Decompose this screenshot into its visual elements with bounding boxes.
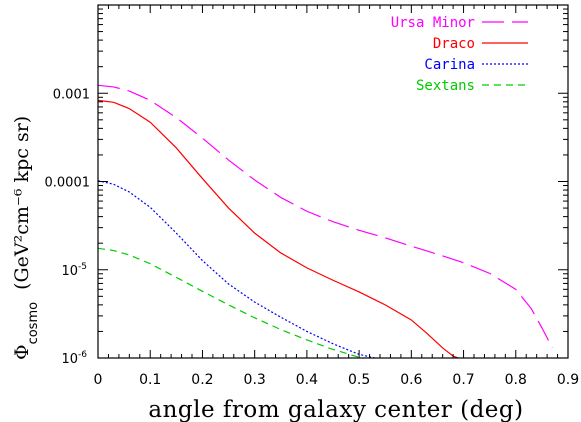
ticks-layer xyxy=(97,5,569,359)
legend: Ursa Minor Draco Carina Sextans xyxy=(391,15,528,94)
x-tick-label: 0.7 xyxy=(452,372,474,388)
series-layer xyxy=(98,84,553,358)
x-tick-label: 0.4 xyxy=(296,372,318,388)
x-tick-label: 0.9 xyxy=(557,372,579,388)
y-axis-symbol: Φ xyxy=(11,344,33,360)
x-tick-label: 0 xyxy=(94,372,103,388)
y-axis-units: (GeV²cm⁻⁶ kpc sr) xyxy=(11,116,33,290)
legend-label: Ursa Minor xyxy=(391,15,475,31)
x-tick-label: 0.8 xyxy=(505,372,527,388)
y-tick-label: 10 xyxy=(61,264,78,279)
series-line-ursa-minor xyxy=(98,84,553,349)
y-tick-exponent: -6 xyxy=(78,350,87,360)
legend-label: Carina xyxy=(424,57,475,73)
plot-frame xyxy=(97,4,569,359)
x-tick-label: 0.6 xyxy=(400,372,422,388)
series-line-draco xyxy=(98,99,459,358)
y-tick-label: 10 xyxy=(61,352,78,367)
x-tick-label: 0.5 xyxy=(348,372,370,388)
y-tick-label: 0.001 xyxy=(53,87,90,102)
y-axis-label: Φcosmo (GeV²cm⁻⁶ kpc sr) xyxy=(11,116,41,360)
x-axis-label: angle from galaxy center (deg) xyxy=(148,397,523,422)
x-tick-label: 0.2 xyxy=(191,372,213,388)
y-tick-exponent: -5 xyxy=(78,262,87,272)
x-tick-labels: 0 0.1 0.2 0.3 0.4 0.5 0.6 0.7 0.8 0.9 xyxy=(94,372,580,388)
series-line-carina xyxy=(98,180,375,358)
x-tick-label: 0.1 xyxy=(139,372,161,388)
y-tick-label: 0.0001 xyxy=(45,176,91,191)
legend-label: Sextans xyxy=(416,78,475,94)
svg-text:Φcosmo(GeV²cm⁻⁶ kpc sr): Φcosmo (GeV²cm⁻⁶ kpc sr) xyxy=(11,116,41,360)
series-line-sextans xyxy=(98,247,365,358)
x-tick-label: 0.3 xyxy=(244,372,266,388)
y-axis-subscript: cosmo xyxy=(26,302,41,345)
legend-label: Draco xyxy=(433,36,475,52)
